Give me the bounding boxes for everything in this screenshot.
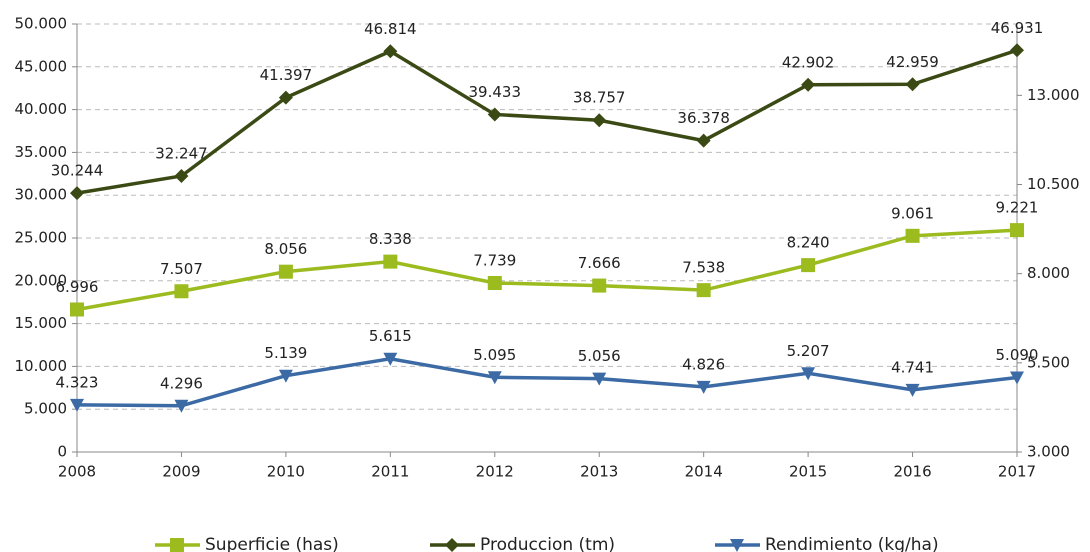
point [174,284,189,299]
point [696,380,711,394]
point [383,352,398,366]
y-tick-label: 45.000 [15,57,68,75]
y2-tick-label: 13.000 [1027,86,1080,104]
series-line [76,228,1018,312]
data-label: 8.056 [264,240,307,258]
data-label: 9.221 [996,199,1039,217]
y-tick-label: 30.000 [15,186,68,204]
x-tick-label: 2016 [893,463,931,481]
point [696,283,711,298]
point [801,367,816,381]
y-tick-label: 0 [57,443,67,461]
data-label: 7.538 [682,259,725,277]
data-label: 5.056 [578,347,621,365]
point [170,538,184,552]
y-tick-label: 50.000 [15,15,68,33]
y-tick-label: 15.000 [15,314,68,332]
data-label: 38.757 [573,89,626,107]
y-tick-label: 40.000 [15,100,68,118]
data-label: 36.378 [677,109,730,127]
point [1010,371,1024,385]
point [487,371,502,385]
data-label: 9.061 [891,204,934,222]
series-line [76,356,1018,408]
data-label: 39.433 [469,83,522,101]
point [592,113,607,128]
data-label: 5.095 [473,346,516,364]
x-tick-label: 2015 [789,463,827,481]
y2-tick-label: 8.000 [1027,264,1070,282]
data-label: 5.090 [996,346,1039,364]
data-label: 46.814 [364,20,417,38]
data-label: 5.615 [369,327,412,345]
point [696,133,711,148]
point [487,275,502,290]
point [383,254,398,269]
point [174,168,189,183]
x-tick-label: 2017 [998,463,1036,481]
data-label: 7.507 [160,260,203,278]
point [801,77,816,92]
y2-tick-label: 5.500 [1027,353,1070,371]
point [592,278,607,293]
point [70,302,84,317]
point [70,398,84,412]
x-tick-label: 2014 [685,463,723,481]
data-label: 42.902 [782,53,835,71]
data-label: 42.959 [886,53,939,71]
data-label: 5.139 [264,344,307,362]
point [801,258,816,273]
point [445,538,459,552]
point [278,369,293,383]
point [383,44,398,59]
point [1010,223,1024,238]
point [1010,43,1024,58]
x-tick-label: 2010 [267,463,305,481]
y-tick-label: 5.000 [24,400,67,418]
point [905,383,920,397]
point [487,107,502,122]
data-label: 4.741 [891,358,934,376]
data-label: 6.996 [56,278,99,296]
point [592,372,607,386]
y-tick-label: 35.000 [15,143,68,161]
point [278,264,293,279]
data-label: 32.247 [155,144,208,162]
data-label: 5.207 [787,342,830,360]
data-label: 8.240 [787,234,830,252]
data-label: 30.244 [51,162,104,180]
y2-tick-label: 3.000 [1027,443,1070,461]
y-tick-label: 10.000 [15,357,68,375]
legend-label: Superficie (has) [205,535,339,552]
data-label: 46.931 [991,19,1044,37]
legend-label: Rendimiento (kg/ha) [765,535,939,552]
data-label: 7.666 [578,254,621,272]
point [905,228,920,243]
series-line [76,48,1018,195]
point [730,539,744,552]
x-tick-label: 2012 [476,463,514,481]
data-label: 7.739 [473,251,516,269]
x-tick-label: 2008 [58,463,96,481]
x-tick-label: 2013 [580,463,618,481]
data-label: 4.296 [160,374,203,392]
point [905,77,920,92]
point [278,90,293,105]
y-tick-label: 25.000 [15,229,68,247]
data-label: 8.338 [369,230,412,248]
point [174,399,189,413]
x-tick-label: 2011 [371,463,409,481]
data-label: 41.397 [260,66,313,84]
point [70,186,84,201]
data-label: 4.323 [56,373,99,391]
data-label: 4.826 [682,355,725,373]
legend-label: Produccion (tm) [480,535,615,552]
x-tick-label: 2009 [162,463,200,481]
y2-tick-label: 10.500 [1027,175,1080,193]
y-tick-label: 20.000 [15,271,68,289]
